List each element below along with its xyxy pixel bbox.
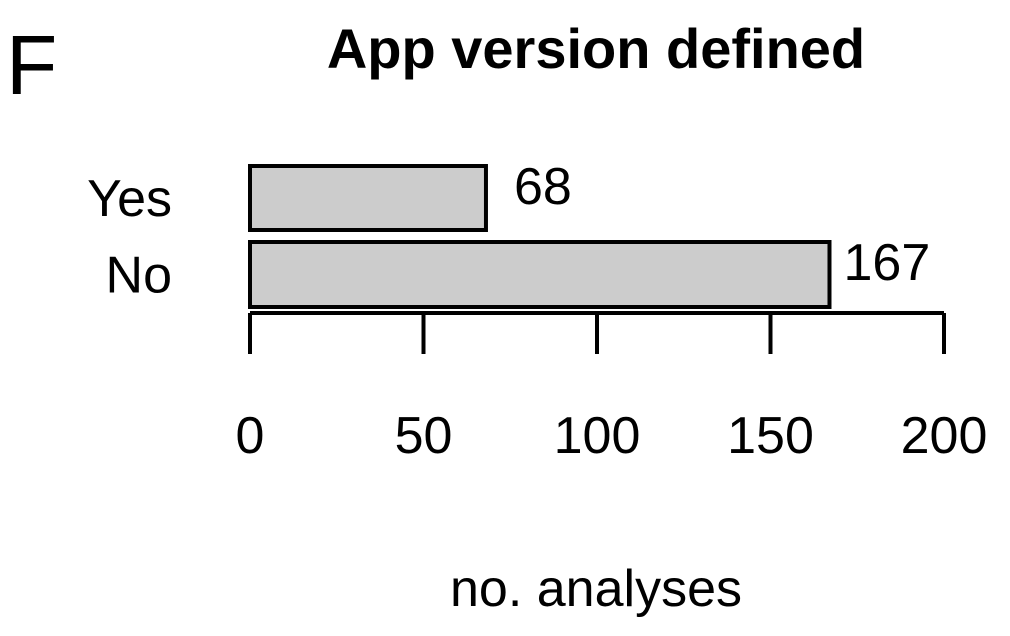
panel-letter: F [6, 18, 57, 112]
bar-no [248, 240, 832, 309]
x-tick-label: 150 [727, 407, 814, 465]
data-label: 68 [514, 158, 572, 216]
chart-title: App version defined [327, 17, 865, 80]
x-axis: 0 50 100 150 200 [236, 311, 988, 465]
bar-yes [248, 164, 488, 232]
category-label: No [106, 247, 172, 305]
bars-group: Yes 68 No 167 [87, 158, 930, 309]
x-tick-label: 50 [395, 407, 453, 465]
category-label: Yes [87, 170, 172, 228]
x-tick-label: 200 [901, 407, 988, 465]
x-axis-label: no. analyses [450, 560, 742, 618]
x-tick-label: 100 [554, 407, 641, 465]
x-tick-label: 0 [236, 407, 265, 465]
data-label: 167 [843, 234, 930, 292]
